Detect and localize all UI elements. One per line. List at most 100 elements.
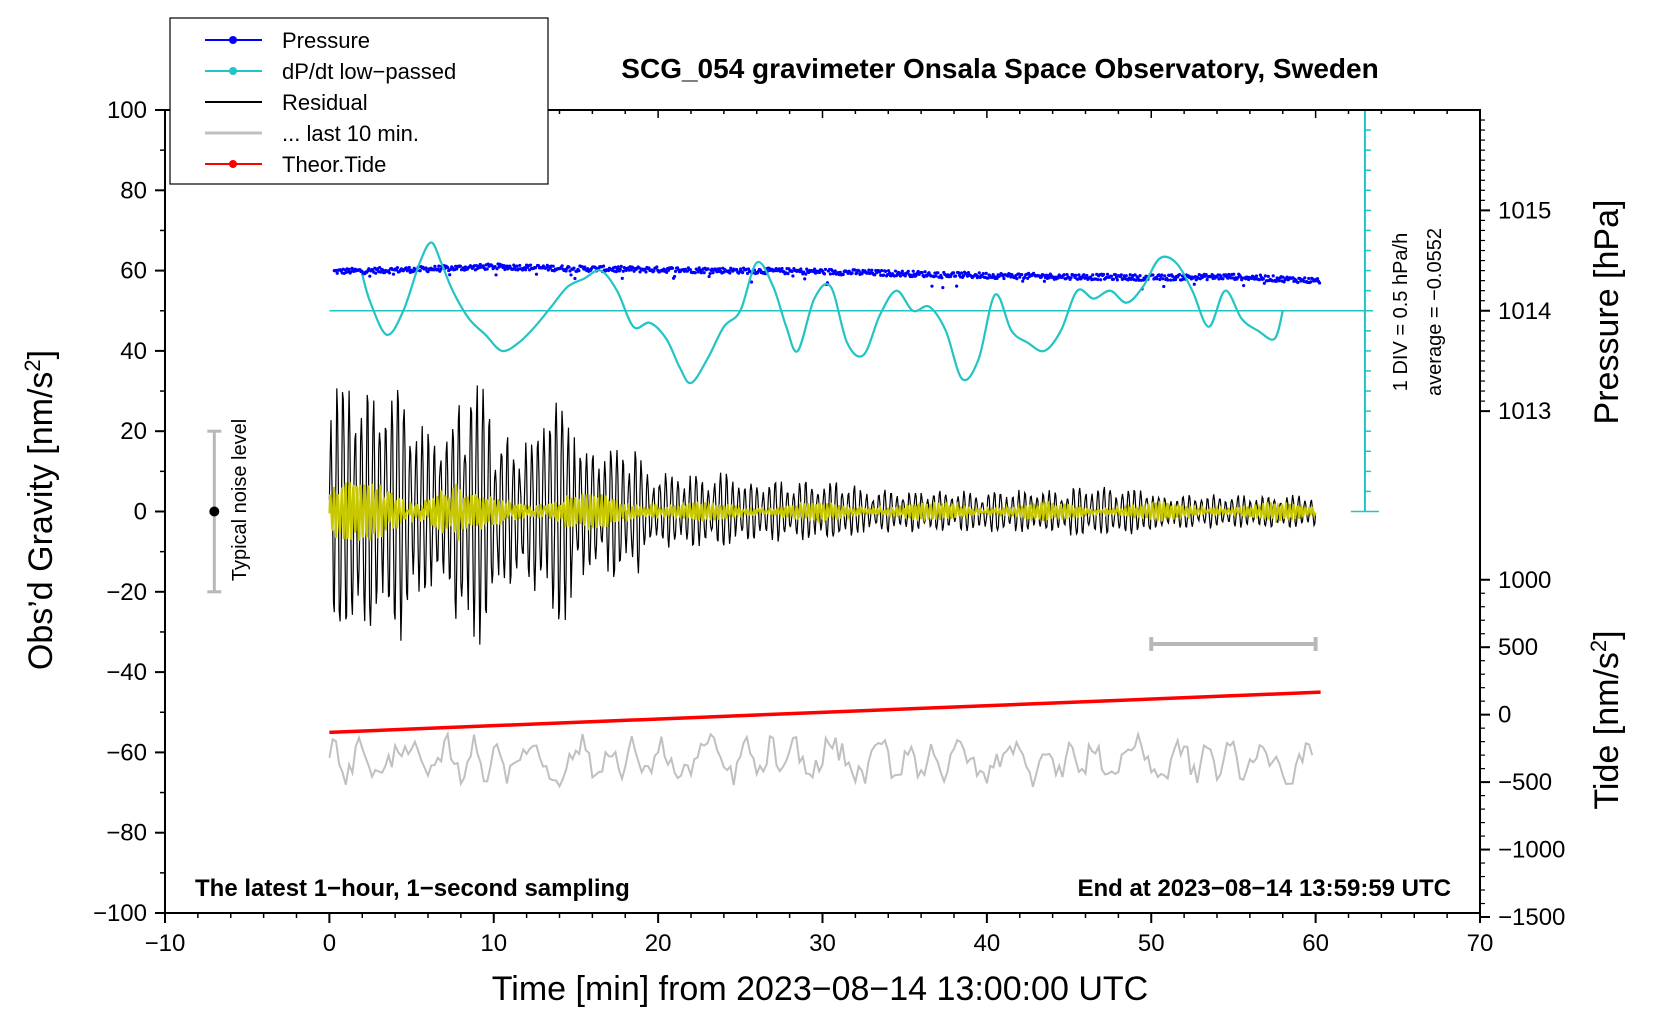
pressure-dot <box>455 267 459 271</box>
pressure-dot <box>395 265 400 270</box>
pressure-dot <box>583 265 587 269</box>
pressure-dot <box>697 266 701 270</box>
pressure-dot <box>934 274 938 278</box>
pressure-dot <box>1111 277 1116 281</box>
pressure-dot <box>1266 274 1270 278</box>
pressure-dot <box>448 273 452 277</box>
y-axis-label-tide-close: ] <box>1588 630 1626 639</box>
pressure-dot <box>936 271 940 275</box>
pressure-dot <box>518 263 522 268</box>
pressure-dot <box>693 271 697 275</box>
dpdt-division-label: 1 DIV = 0.5 hPa/h <box>1390 233 1412 391</box>
pressure-dot <box>524 268 528 272</box>
pressure-dot <box>1026 276 1030 280</box>
legend-label: Pressure <box>282 28 370 53</box>
pressure-dot <box>1020 272 1024 277</box>
pressure-dot <box>418 269 422 273</box>
pressure-tick-label: 1013 <box>1498 398 1551 425</box>
pressure-dot <box>673 269 678 273</box>
pressure-dot <box>702 271 706 275</box>
pressure-dot <box>335 271 339 275</box>
pressure-dot <box>1158 277 1162 282</box>
pressure-dot <box>551 264 555 268</box>
pressure-dot <box>387 271 392 275</box>
pressure-dot <box>1089 275 1093 279</box>
pressure-dot <box>1069 276 1073 280</box>
pressure-dot <box>699 271 703 275</box>
pressure-dot <box>741 271 745 275</box>
pressure-dot <box>1113 273 1118 277</box>
pressure-dot <box>569 273 573 277</box>
pressure-dot <box>833 269 837 273</box>
pressure-dot <box>1138 273 1142 278</box>
y-axis-label-left: Obs’d Gravity [nm/s2] <box>20 350 60 670</box>
pressure-dot <box>1162 284 1166 289</box>
pressure-dot <box>433 264 437 268</box>
chart-title: SCG_054 gravimeter Onsala Space Observat… <box>621 53 1378 84</box>
pressure-dot <box>857 269 861 273</box>
pressure-dot <box>1015 277 1019 281</box>
pressure-dot <box>1096 277 1100 282</box>
pressure-dot <box>745 271 750 275</box>
noise-bar-center <box>209 506 220 517</box>
y-tick-label: 100 <box>107 97 147 124</box>
pressure-dot <box>436 267 440 271</box>
pressure-dot <box>437 264 441 268</box>
pressure-dot <box>1124 274 1128 278</box>
pressure-dot <box>735 268 739 272</box>
y-tick-label: 0 <box>134 499 147 526</box>
pressure-dot <box>906 269 910 273</box>
pressure-dot <box>822 272 827 276</box>
pressure-dot <box>577 269 581 273</box>
pressure-dot <box>1042 279 1047 283</box>
pressure-dot <box>786 272 790 276</box>
pressure-dot <box>1091 273 1095 277</box>
pressure-dot <box>749 280 754 284</box>
pressure-dot <box>478 262 482 267</box>
pressure-dot <box>920 271 924 275</box>
pressure-dot <box>1221 277 1225 281</box>
pressure-dot <box>1254 274 1259 278</box>
pressure-dot <box>941 285 945 290</box>
pressure-dot <box>903 274 907 278</box>
pressure-dot <box>711 271 715 275</box>
pressure-dot <box>381 268 385 272</box>
pressure-dot <box>620 276 624 280</box>
pressure-dot <box>911 269 915 273</box>
y-tick-label: −20 <box>106 579 147 606</box>
residual-smoothed-curve <box>328 481 1317 541</box>
pressure-dot <box>347 267 351 271</box>
pressure-dot <box>1262 281 1266 285</box>
pressure-dot <box>1281 275 1285 279</box>
y-tick-label: −80 <box>106 820 147 847</box>
y-tick-label: 80 <box>120 177 147 204</box>
legend-label: dP/dt low−passed <box>282 59 456 84</box>
pressure-dot <box>981 272 985 276</box>
pressure-dot <box>618 267 622 271</box>
pressure-dot <box>1307 276 1311 281</box>
pressure-dot <box>882 273 886 277</box>
pressure-dot <box>977 271 981 275</box>
x-tick-label: 30 <box>809 930 836 957</box>
pressure-dot <box>1277 279 1281 283</box>
legend-marker <box>229 67 237 75</box>
pressure-dot <box>511 267 515 271</box>
pressure-dot <box>560 264 564 268</box>
y-tick-label: −60 <box>106 739 147 766</box>
pressure-dot <box>1160 273 1164 277</box>
last-10min-curve <box>328 730 1314 789</box>
pressure-dot <box>1205 278 1209 282</box>
pressure-dot <box>955 284 959 288</box>
pressure-dot <box>652 269 656 273</box>
tide-tick-label: −1500 <box>1498 904 1565 931</box>
pressure-dot <box>1115 278 1119 282</box>
pressure-dot <box>1155 277 1159 281</box>
pressure-dot <box>1133 273 1137 277</box>
x-tick-label: 10 <box>480 930 507 957</box>
x-tick-label: 20 <box>645 930 672 957</box>
pressure-dot <box>1109 274 1114 278</box>
pressure-dot <box>439 267 443 271</box>
pressure-dot <box>614 269 618 274</box>
pressure-dot <box>1076 277 1080 281</box>
pressure-dot <box>1177 272 1182 277</box>
